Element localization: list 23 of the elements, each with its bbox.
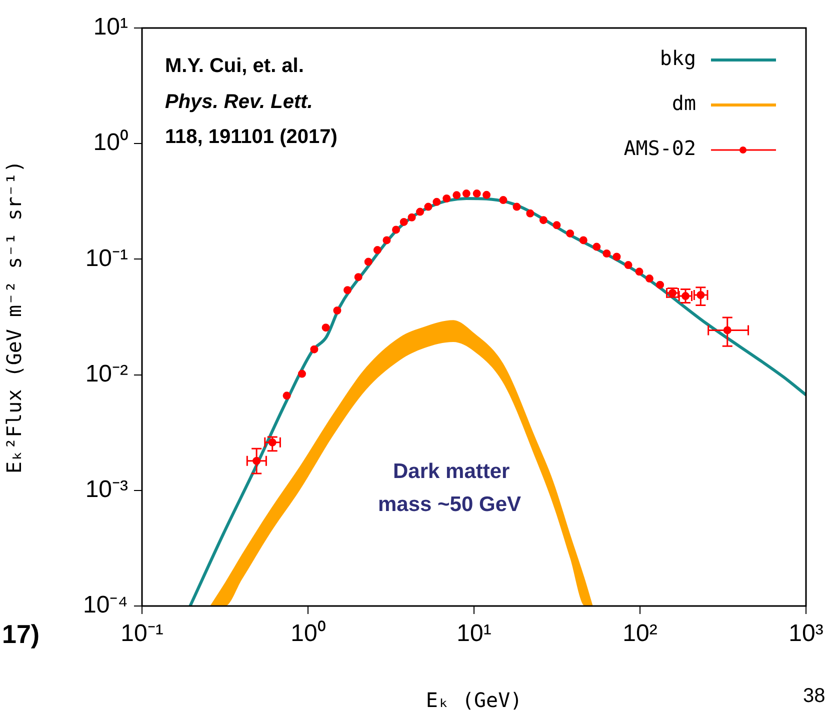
legend-label: dm [672,91,696,116]
x-tick-label: 10⁻¹ [120,620,164,648]
y-axis-title: Eₖ²Flux (GeV m⁻² s⁻¹ sr⁻¹) [2,160,26,474]
y-tick-label: 10¹ [93,14,128,41]
x-tick-label: 10¹ [456,620,492,648]
legend-label: AMS-02 [624,136,696,160]
y-tick-label: 10⁻² [85,360,128,388]
annotation: mass ~50 GeV [378,493,522,516]
annotation: M.Y. Cui, et. al. [165,55,304,77]
legend-label: bkg [660,46,696,70]
annotation: Phys. Rev. Lett. [165,91,313,113]
annotation: 118, 191101 (2017) [165,126,338,148]
annotation: Dark matter [393,460,510,483]
x-tick-label: 10³ [788,620,824,648]
y-tick-label: 10⁻³ [85,476,128,504]
y-tick-label: 10⁻⁴ [82,592,128,619]
x-axis-title: Eₖ (GeV) [426,688,522,712]
y-tick-label: 10⁰ [93,129,128,156]
text: 17) [2,619,40,649]
x-tick-label: 10⁰ [290,620,326,648]
text: 38 [803,685,826,707]
y-tick-label: 10⁻¹ [85,244,128,272]
x-tick-label: 10² [622,620,658,648]
